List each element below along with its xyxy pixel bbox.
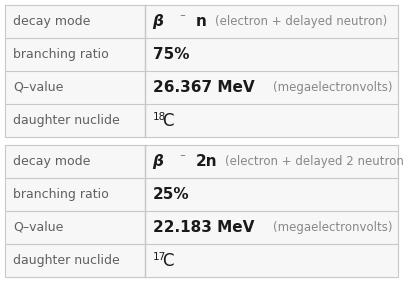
Text: 26.367 MeV: 26.367 MeV [152, 80, 254, 95]
Bar [5, 5, 398, 137]
Text: (megaelectronvolts): (megaelectronvolts) [273, 221, 393, 234]
Text: 22.183 MeV: 22.183 MeV [152, 220, 254, 235]
Text: (megaelectronvolts): (megaelectronvolts) [273, 81, 393, 94]
Text: 18: 18 [152, 112, 166, 122]
Text: branching ratio: branching ratio [13, 48, 109, 61]
Text: C: C [162, 251, 174, 269]
Text: β: β [152, 14, 163, 29]
Bar [5, 145, 398, 277]
Text: 25%: 25% [152, 187, 189, 202]
Text: branching ratio: branching ratio [13, 188, 109, 201]
Text: ⁻: ⁻ [179, 153, 185, 163]
Text: 2n: 2n [195, 154, 217, 169]
Text: β: β [152, 154, 163, 169]
Text: decay mode: decay mode [13, 15, 90, 28]
Text: daughter nuclide: daughter nuclide [13, 254, 120, 267]
Text: Q–value: Q–value [13, 221, 63, 234]
Text: Q–value: Q–value [13, 81, 63, 94]
Text: decay mode: decay mode [13, 155, 90, 168]
Text: (electron + delayed neutron): (electron + delayed neutron) [215, 15, 387, 28]
Text: n: n [195, 14, 206, 29]
Text: (electron + delayed 2 neutrons): (electron + delayed 2 neutrons) [225, 155, 403, 168]
Text: 17: 17 [152, 252, 166, 262]
Text: C: C [162, 111, 174, 129]
Text: 75%: 75% [152, 47, 189, 62]
Text: daughter nuclide: daughter nuclide [13, 114, 120, 127]
Text: ⁻: ⁻ [179, 13, 185, 23]
